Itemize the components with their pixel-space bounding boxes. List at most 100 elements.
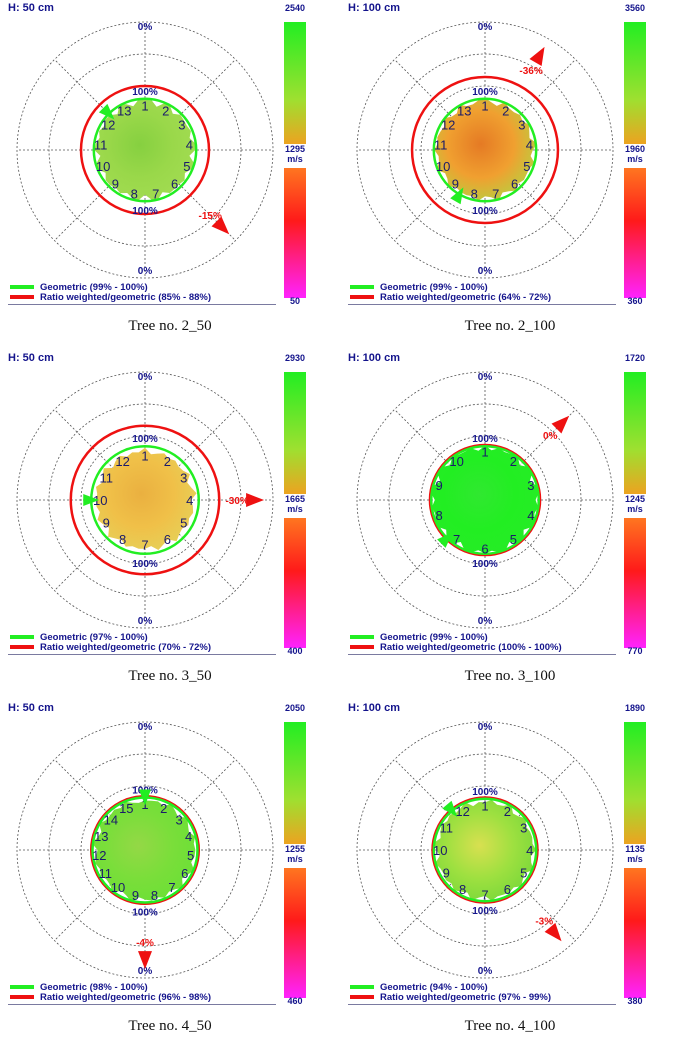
geometric-label: Geometric (98% - 100%) bbox=[40, 981, 148, 993]
tomogram-fill bbox=[91, 800, 196, 902]
ring-label-bottom-100: 100% bbox=[132, 206, 158, 217]
sensor-label: 5 bbox=[523, 159, 530, 174]
geometric-label: Geometric (94% - 100%) bbox=[380, 981, 488, 993]
ratio-swatch bbox=[10, 295, 34, 299]
geometric-marker bbox=[437, 532, 453, 548]
sensor-label: 4 bbox=[526, 138, 533, 153]
geometric-marker bbox=[98, 103, 115, 120]
geometric-label: Geometric (99% - 100%) bbox=[380, 281, 488, 293]
ratio-circle bbox=[410, 75, 560, 225]
change-arrow bbox=[138, 951, 152, 970]
change-label: 0% bbox=[543, 431, 558, 442]
scale-max: 3560 bbox=[624, 3, 646, 13]
panel-caption: Tree no. 4_100 bbox=[464, 1018, 556, 1034]
panel-tree-3-100: H: 100 cm 1 2 3 4 5 6 7 8 9 10 0% 0% 100% 100% 0% 1720 12… bbox=[340, 350, 680, 700]
sensor-label: 9 bbox=[112, 176, 119, 191]
scale-max: 2540 bbox=[284, 3, 306, 13]
ratio-label: Ratio weighted/geometric (70% - 72%) bbox=[40, 641, 212, 653]
sensor-label: 7 bbox=[141, 538, 148, 553]
ring-label-bottom-0: 0% bbox=[138, 616, 153, 627]
legend-underline bbox=[348, 654, 616, 655]
legend: Geometric (99% - 100%) Ratio weighted/geo… bbox=[350, 631, 562, 653]
change-arrow bbox=[551, 415, 570, 434]
geometric-swatch bbox=[10, 635, 34, 639]
ratio-circle bbox=[69, 424, 221, 576]
change-label: -4% bbox=[136, 938, 154, 949]
sensor-label: 9 bbox=[452, 176, 459, 191]
sensor-label: 1 bbox=[141, 448, 148, 463]
scale-min: 770 bbox=[627, 646, 643, 656]
sensor-label: 5 bbox=[180, 515, 187, 530]
sensor-label: 9 bbox=[132, 888, 139, 903]
ring-label-top-100: 100% bbox=[132, 87, 158, 98]
geometric-marker bbox=[139, 789, 151, 806]
sensor-label: 9 bbox=[103, 515, 110, 530]
change-arrow bbox=[211, 216, 230, 235]
panel-tree-2-50: H: 50 cm 1 2 3 4 5 6 7 8 9 10 11 12 13 0% 0% 100% 100% -15… bbox=[0, 0, 340, 350]
sensor-label: 13 bbox=[457, 103, 471, 118]
panel-caption: Tree no. 3_100 bbox=[464, 668, 556, 684]
change-arrow bbox=[544, 922, 562, 942]
sensor-label: 6 bbox=[481, 541, 488, 556]
legend-ratio: Ratio weighted/geometric (85% - 88%) bbox=[10, 292, 211, 303]
sensor-label: 12 bbox=[92, 848, 106, 863]
legend-underline bbox=[348, 1004, 616, 1005]
grid-ring-3 bbox=[356, 371, 614, 629]
panel-caption: Tree no. 2_100 bbox=[464, 318, 556, 334]
scale-unit: m/s bbox=[627, 504, 643, 514]
sensor-label: 9 bbox=[443, 865, 450, 880]
sensor-label: 6 bbox=[171, 176, 178, 191]
legend-geometric: Geometric (94% - 100%) bbox=[350, 981, 551, 993]
ring-label-bottom-100: 100% bbox=[132, 907, 158, 918]
height-label: H: 50 cm bbox=[8, 702, 54, 714]
geometric-marker bbox=[450, 187, 464, 205]
sensor-label: 4 bbox=[526, 843, 533, 858]
legend: Geometric (94% - 100%) Ratio weighted/geo… bbox=[350, 981, 551, 1003]
sensor-label: 13 bbox=[117, 103, 131, 118]
sensor-label: 3 bbox=[527, 478, 534, 493]
scale-unit: m/s bbox=[627, 854, 643, 864]
tomogram-fill bbox=[431, 445, 539, 554]
scale-max: 2930 bbox=[284, 353, 306, 363]
ratio-swatch bbox=[350, 995, 374, 999]
geometric-label: Geometric (97% - 100%) bbox=[40, 631, 148, 643]
panel-tree-4-50: H: 50 cm1234567891011121314150%0%100%100… bbox=[0, 700, 340, 1050]
ring-label-top-0: 0% bbox=[478, 722, 493, 733]
legend: Geometric (99% - 100%) Ratio weighted/geo… bbox=[350, 281, 552, 303]
legend-geometric: Geometric (99% - 100%) bbox=[10, 282, 211, 293]
sensor-label: 7 bbox=[481, 888, 488, 903]
geometric-circle bbox=[432, 797, 538, 903]
sensor-label: 10 bbox=[111, 880, 125, 895]
sensor-label: 11 bbox=[99, 471, 113, 486]
sensor-label: 11 bbox=[439, 821, 453, 836]
panel-tree-2-100: H: 100 cm 1 2 3 4 5 6 7 8 9 10 11 12 13 0% 0% 100% 100% -3… bbox=[340, 0, 680, 350]
ratio-label: Ratio weighted/geometric (64% - 72%) bbox=[380, 291, 552, 303]
sensor-label: 12 bbox=[455, 804, 469, 819]
geometric-label: Geometric (99% - 100%) bbox=[380, 631, 488, 643]
tomogram-plot: 1234567891011121314150%0%100%100%-4% bbox=[16, 721, 306, 998]
legend-ratio: Ratio weighted/geometric (97% - 99%) bbox=[350, 992, 551, 1003]
legend-underline bbox=[8, 654, 276, 655]
sensor-label: 2 bbox=[510, 454, 517, 469]
legend-geometric: Geometric (97% - 100%) bbox=[10, 631, 211, 643]
sensor-label: 2 bbox=[504, 804, 511, 819]
tomogram-fill bbox=[434, 97, 537, 201]
sensor-label: 6 bbox=[511, 176, 518, 191]
sensor-label: 9 bbox=[435, 478, 442, 493]
ring-label-bottom-100: 100% bbox=[472, 906, 498, 917]
geometric-marker bbox=[83, 494, 100, 506]
sensor-label: 10 bbox=[433, 843, 447, 858]
sensor-label: 12 bbox=[115, 454, 129, 469]
change-arrow bbox=[529, 46, 545, 66]
grid-ring-3 bbox=[356, 21, 614, 279]
legend-underline bbox=[348, 304, 616, 305]
ring-label-top-100: 100% bbox=[472, 434, 498, 445]
ratio-circle bbox=[428, 443, 542, 557]
geometric-circle bbox=[92, 97, 198, 203]
geometric-circle bbox=[432, 97, 538, 203]
height-label: H: 100 cm bbox=[348, 702, 400, 714]
sensor-label: 10 bbox=[93, 493, 107, 508]
